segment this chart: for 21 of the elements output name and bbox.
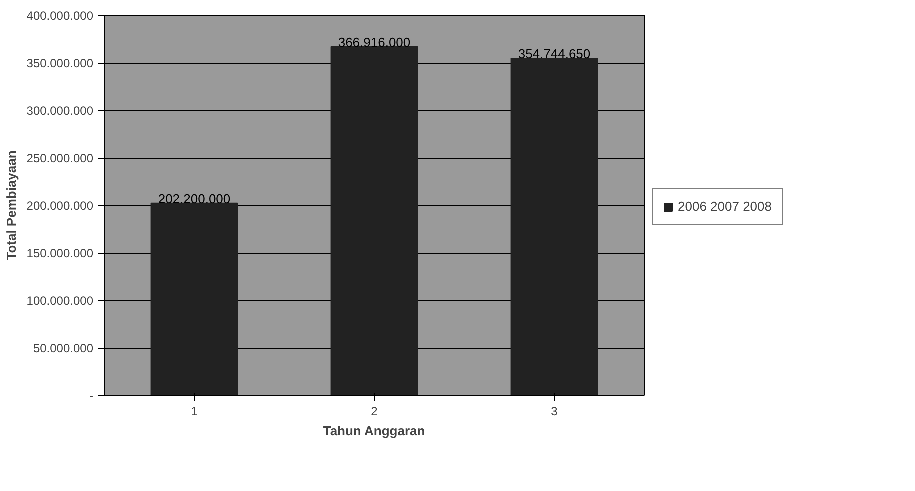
x-tick-label: 3	[551, 404, 558, 418]
y-tick-label: 50.000.000	[33, 342, 94, 356]
bar	[330, 46, 418, 396]
y-tick-label: 250.000.000	[26, 152, 94, 166]
text: 354.744.650	[518, 46, 591, 62]
legend-label: 2006 2007 2008	[678, 199, 772, 214]
bar	[510, 58, 598, 396]
y-tick-label: 200.000.000	[26, 199, 94, 213]
x-tick-label: 1	[191, 404, 198, 418]
y-tick-label: 300.000.000	[26, 104, 94, 118]
y-tick-label: 150.000.000	[26, 246, 94, 260]
y-axis-title: Total Pembiayaan	[4, 150, 19, 260]
text: 202.200.000	[158, 191, 231, 206]
x-tick-label: 2	[371, 404, 378, 418]
text: 366.916.000	[338, 34, 411, 50]
y-tick-label: 400.000.000	[26, 9, 94, 23]
x-axis-title: Tahun Anggaran	[323, 424, 426, 438]
y-tick-label: 100.000.000	[26, 294, 94, 308]
y-tick-label: -	[90, 389, 94, 403]
bar	[150, 202, 238, 396]
y-tick-label: 350.000.000	[26, 56, 94, 70]
